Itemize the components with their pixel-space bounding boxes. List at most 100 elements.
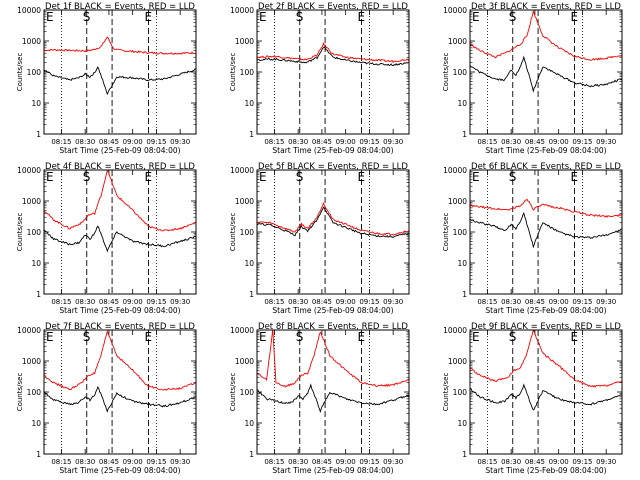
x-tick-label: 08:30 [288, 298, 308, 306]
y-axis-label: Counts/sec [442, 373, 450, 412]
x-axis-label: Start Time (25-Feb-09 08:04:00) [485, 146, 606, 155]
plot-frame [256, 329, 410, 455]
x-tick-label: 08:15 [51, 458, 71, 466]
y-tick-label: 100 [27, 228, 42, 237]
event-marker-label: S [83, 10, 91, 24]
series-line-lld [470, 10, 622, 61]
x-tick-label: 09:15 [572, 138, 592, 146]
x-tick-label: 08:45 [99, 138, 119, 146]
x-tick-label: 08:15 [477, 138, 497, 146]
x-tick-label: 08:30 [501, 458, 521, 466]
x-tick-label: 08:45 [312, 298, 332, 306]
event-marker-label: E [46, 170, 54, 184]
series-line-lld [257, 202, 409, 236]
event-marker-label: S [509, 330, 517, 344]
x-tick-label: 09:15 [359, 138, 379, 146]
y-tick-label: 100 [453, 388, 468, 397]
x-tick-label: 08:45 [525, 458, 545, 466]
event-marker-label: E [571, 330, 579, 344]
series-group [44, 170, 196, 253]
x-axis-label: Start Time (25-Feb-09 08:04:00) [272, 306, 393, 315]
event-marker-label: E [145, 330, 153, 344]
event-marker-label: E [259, 330, 267, 344]
panel-3: Det 3f BLACK = Events, RED = LLD 1 10 100 10… [442, 2, 623, 155]
y-tick-label: 10000 [230, 166, 254, 175]
x-tick-label: 09:00 [336, 298, 356, 306]
x-tick-label: 09:00 [336, 138, 356, 146]
y-tick-label: 1 [249, 290, 254, 299]
x-tick-label: 08:45 [99, 458, 119, 466]
panel-title: Det 9f BLACK = Events, RED = LLD [471, 322, 621, 332]
y-tick-label: 1000 [448, 357, 467, 366]
x-tick-label: 09:30 [596, 298, 616, 306]
x-tick-label: 08:15 [477, 298, 497, 306]
x-tick-label: 09:30 [170, 138, 190, 146]
series-line-lld [44, 330, 196, 391]
y-axis-label: Counts/sec [442, 53, 450, 92]
y-axis-label: Counts/sec [16, 213, 24, 252]
y-tick-label: 1 [462, 450, 467, 459]
x-axis-label: Start Time (25-Feb-09 08:04:00) [485, 466, 606, 475]
y-tick-label: 10000 [230, 326, 254, 335]
series-line-events [470, 55, 622, 93]
x-tick-label: 08:15 [51, 298, 71, 306]
series-group [44, 330, 196, 413]
y-tick-label: 1 [462, 130, 467, 139]
panel-7: Det 7f BLACK = Events, RED = LLD 1 10 100 10… [16, 322, 197, 475]
x-tick-label: 09:15 [359, 298, 379, 306]
x-tick-label: 09:30 [170, 298, 190, 306]
x-tick-label: 09:00 [336, 458, 356, 466]
x-tick-label: 09:30 [383, 138, 403, 146]
event-marker-label: S [83, 330, 91, 344]
y-axis-label: Counts/sec [16, 373, 24, 412]
series-group [257, 202, 409, 239]
series-line-lld [44, 36, 196, 55]
y-tick-label: 10 [31, 419, 41, 428]
panel-1: Det 1f BLACK = Events, RED = LLD 1 10 100 10… [16, 2, 197, 155]
panel-title: Det 6f BLACK = Events, RED = LLD [471, 162, 621, 172]
y-tick-label: 1000 [22, 197, 41, 206]
event-marker-label: E [358, 10, 366, 24]
x-tick-label: 09:00 [549, 458, 569, 466]
y-tick-label: 1000 [448, 197, 467, 206]
y-tick-label: 10 [31, 259, 41, 268]
x-tick-label: 08:45 [312, 138, 332, 146]
y-tick-label: 10000 [443, 6, 467, 15]
x-tick-label: 08:45 [99, 298, 119, 306]
y-tick-label: 100 [27, 68, 42, 77]
panel-title: Det 2f BLACK = Events, RED = LLD [258, 2, 408, 12]
y-axis-label: Counts/sec [229, 213, 237, 252]
y-tick-label: 10 [244, 259, 254, 268]
event-marker-label: S [296, 330, 304, 344]
y-axis-label: Counts/sec [229, 53, 237, 92]
y-tick-label: 1 [36, 290, 41, 299]
x-tick-label: 09:15 [359, 458, 379, 466]
y-tick-label: 100 [453, 68, 468, 77]
series-line-events [257, 206, 409, 239]
x-tick-label: 09:00 [123, 458, 143, 466]
series-line-events [470, 383, 622, 411]
event-marker-label: S [83, 170, 91, 184]
y-tick-label: 100 [240, 388, 255, 397]
x-tick-label: 08:30 [288, 138, 308, 146]
y-axis-label: Counts/sec [442, 213, 450, 252]
y-axis-label: Counts/sec [16, 53, 24, 92]
panel-8: Det 8f BLACK = Events, RED = LLD 1 10 100 10… [229, 322, 410, 475]
series-line-lld [257, 330, 409, 388]
x-tick-label: 08:45 [525, 138, 545, 146]
event-marker-label: E [46, 330, 54, 344]
series-line-events [44, 66, 196, 96]
event-marker-label: E [571, 10, 579, 24]
x-axis-label: Start Time (25-Feb-09 08:04:00) [59, 146, 180, 155]
x-tick-label: 09:30 [383, 298, 403, 306]
series-line-lld [470, 198, 622, 218]
event-marker-label: E [472, 10, 480, 24]
x-tick-label: 08:45 [312, 458, 332, 466]
y-tick-label: 100 [240, 228, 255, 237]
panel-title: Det 4f BLACK = Events, RED = LLD [45, 162, 195, 172]
x-tick-label: 08:15 [51, 138, 71, 146]
y-tick-label: 1000 [235, 357, 254, 366]
y-tick-label: 10000 [17, 6, 41, 15]
panel-5: Det 5f BLACK = Events, RED = LLD 1 10 100 10… [229, 162, 410, 315]
